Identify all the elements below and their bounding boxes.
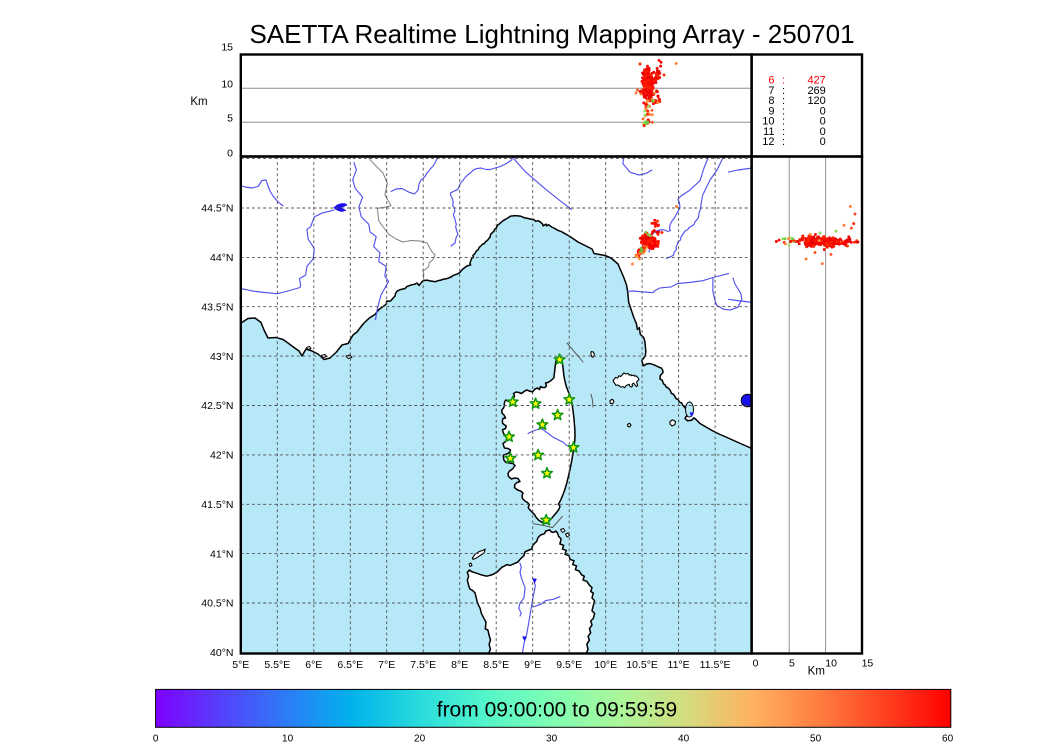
svg-text:10: 10 [282,734,294,745]
svg-text::: : [782,105,785,117]
svg-text:0: 0 [753,658,759,670]
svg-text:6: 6 [768,75,774,87]
svg-text:8: 8 [768,95,774,107]
svg-text:120: 120 [807,95,825,107]
svg-text:42°N: 42°N [210,450,233,462]
svg-text:41.5°N: 41.5°N [201,499,233,511]
svg-text:9: 9 [768,105,774,117]
svg-text:6.5°E: 6.5°E [337,659,363,671]
svg-text:40.5°N: 40.5°N [201,598,233,610]
svg-text:269: 269 [807,85,825,97]
svg-text:5°E: 5°E [232,659,249,671]
svg-text:50: 50 [810,734,822,745]
svg-text:8°E: 8°E [451,659,468,671]
svg-text::: : [782,75,785,87]
svg-text:9°E: 9°E [524,659,541,671]
svg-text:0: 0 [153,734,159,745]
svg-text:0: 0 [820,105,826,117]
svg-text:10: 10 [825,658,837,670]
svg-text:11.5°E: 11.5°E [700,659,731,671]
svg-text:0: 0 [820,126,826,138]
svg-text:20: 20 [414,734,426,745]
svg-text:12: 12 [762,136,774,148]
svg-text:from 09:00:00 to 09:59:59: from 09:00:00 to 09:59:59 [437,699,678,722]
svg-text:0: 0 [820,116,826,128]
svg-text:43°N: 43°N [210,351,233,363]
svg-text:7: 7 [768,85,774,97]
svg-text:10.5°E: 10.5°E [626,659,658,671]
svg-text:9.5°E: 9.5°E [556,659,582,671]
svg-text:15: 15 [862,658,874,670]
svg-text:40: 40 [678,734,690,745]
svg-text:Km: Km [808,666,825,678]
svg-text:427: 427 [807,75,825,87]
svg-text:7°E: 7°E [378,659,395,671]
svg-text::: : [782,95,785,107]
svg-text:30: 30 [546,734,558,745]
svg-text::: : [782,116,785,128]
svg-text:11°E: 11°E [668,659,690,671]
svg-text::: : [782,136,785,148]
svg-text:5: 5 [789,658,795,670]
svg-text:10: 10 [762,116,774,128]
svg-text:60: 60 [942,734,954,745]
svg-text:7.5°E: 7.5°E [410,659,436,671]
svg-text::: : [782,85,785,97]
svg-text:44.5°N: 44.5°N [201,203,233,215]
svg-text:6°E: 6°E [305,659,322,671]
svg-text:0: 0 [227,148,233,160]
svg-text:44°N: 44°N [210,252,233,264]
svg-text:5: 5 [227,113,233,125]
svg-text:8.5°E: 8.5°E [483,659,509,671]
svg-text:0: 0 [820,136,826,148]
svg-text:43.5°N: 43.5°N [201,301,233,313]
svg-text:11: 11 [763,126,774,138]
svg-text:15: 15 [221,42,233,54]
svg-text:10: 10 [221,79,233,91]
svg-text:40°N: 40°N [210,647,233,659]
svg-text:Km: Km [190,96,207,108]
svg-text:5.5°E: 5.5°E [264,659,290,671]
svg-text::: : [782,126,785,138]
svg-text:SAETTA Realtime Lightning Mapp: SAETTA Realtime Lightning Mapping Array … [249,19,854,49]
svg-text:10°E: 10°E [594,659,617,671]
svg-text:42.5°N: 42.5°N [201,400,233,412]
svg-text:41°N: 41°N [210,548,233,560]
